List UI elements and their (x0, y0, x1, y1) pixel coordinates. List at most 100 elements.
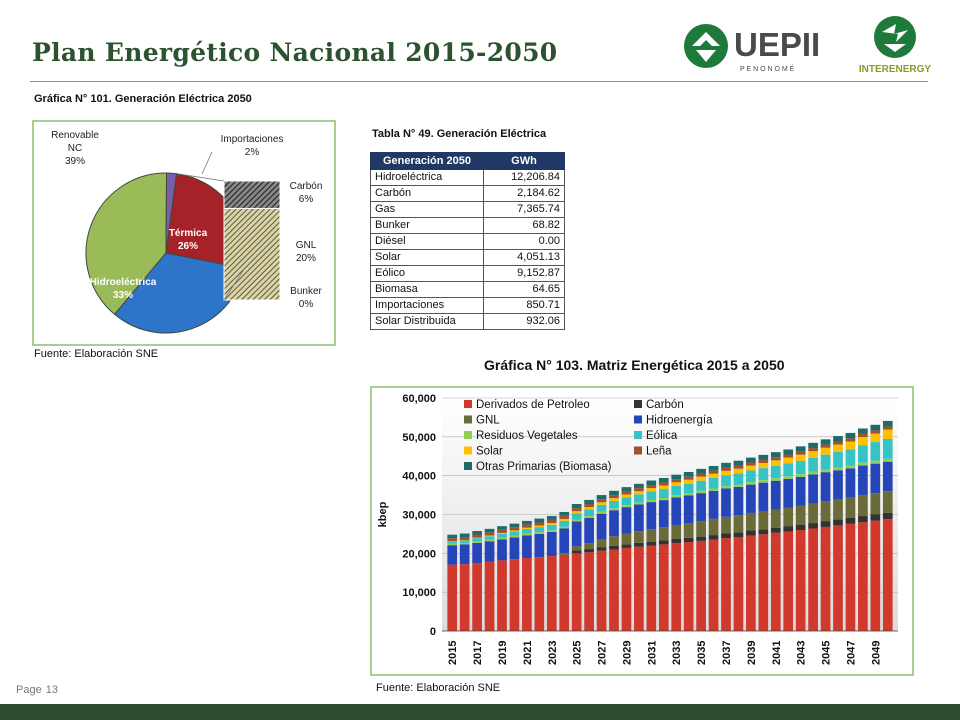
bar-segment (770, 457, 781, 461)
bar-segment (820, 454, 831, 470)
bar-segment (509, 527, 520, 531)
pie-label-carbon: Carbón 6% (289, 181, 323, 205)
bar-segment (858, 522, 868, 631)
bar-segment (621, 491, 632, 495)
bar-segment (497, 539, 507, 561)
bar-segment (459, 533, 470, 538)
bar-segment (858, 462, 868, 466)
bar-segment (571, 553, 582, 631)
x-tick-label: 2035 (696, 641, 708, 665)
bar-segment (882, 420, 893, 427)
bar-segment (733, 486, 744, 516)
bar-segment (634, 494, 644, 503)
page-number: Page 13 (16, 684, 58, 696)
stacked-bar-chart: 0 10,000 20,000 30,000 40,000 50,000 60,000 kbe… (377, 393, 898, 665)
bar-segment (484, 541, 495, 562)
bar-segment (783, 449, 794, 455)
bar-segment (820, 439, 831, 445)
bar-segment (621, 544, 632, 548)
bar-segment (472, 563, 482, 631)
bar-segment (671, 495, 682, 498)
bar-segment (559, 511, 570, 516)
bar-segment (870, 463, 881, 494)
bar-segment (820, 526, 831, 631)
bar-segment (795, 505, 806, 525)
bar-segment (447, 534, 458, 539)
breakdown-bar-gnl (223, 207, 281, 301)
bar-segment (634, 488, 644, 492)
bar-segment (708, 470, 719, 474)
bar-segment (770, 509, 781, 528)
bar-segment (808, 528, 818, 631)
x-tick-label: 2047 (845, 641, 857, 665)
bar-segment (596, 547, 607, 551)
bar-segment (546, 531, 557, 557)
bar-segment (522, 527, 532, 530)
bar-segment (596, 495, 607, 500)
bar-segment (447, 545, 458, 565)
legend-label: GNL (476, 415, 500, 427)
bar-segment (758, 534, 769, 631)
bar-segment (571, 511, 582, 514)
bar-segment (808, 474, 818, 504)
bar-segment (646, 491, 657, 500)
bar-segment (845, 497, 856, 518)
bar-segment (634, 502, 644, 505)
y-tick-label: 50,000 (402, 432, 436, 444)
bar-segment (808, 503, 818, 524)
table-row: Solar Distribuida 932.06 (370, 313, 565, 330)
bar-segment (497, 533, 507, 538)
bar-segment (733, 468, 744, 474)
bar-segment (621, 494, 632, 498)
pie-chart-panel (32, 120, 336, 346)
bar-segment (571, 521, 582, 547)
table-row: Hidroeléctrica 12,206.84 (370, 169, 565, 186)
bar-segment (708, 488, 719, 491)
bar-segment (696, 540, 706, 631)
bar-segment (708, 473, 719, 478)
bar-segment (584, 549, 594, 553)
bar-segment (447, 543, 458, 546)
bar-segment (845, 449, 856, 466)
bar-segment (858, 428, 868, 434)
bar-segment (484, 535, 495, 537)
x-tick-label: 2017 (472, 641, 484, 665)
uep-logo-text: UEPII (734, 26, 820, 63)
bar-segment (882, 426, 893, 430)
bar-segment (783, 476, 794, 479)
connector-line-top (176, 173, 225, 182)
bar-segment (534, 527, 545, 533)
bar-segment (820, 447, 831, 455)
bar-segment (870, 493, 881, 515)
pie-label-hidro: Hidroeléctrica 33% (89, 277, 157, 301)
bar-segment (621, 533, 632, 545)
bar-segment (696, 521, 706, 537)
bar-segment (609, 508, 619, 511)
bar-segment (783, 526, 794, 532)
importaciones-leader-line (201, 151, 213, 175)
bar-segment (683, 476, 694, 480)
table-cell-value: 64.65 (483, 281, 565, 298)
pie-chart (85, 151, 281, 334)
bar-segment (833, 436, 843, 442)
bar-segment (447, 541, 458, 544)
bar-segment (808, 448, 818, 452)
bar-segment (746, 530, 756, 536)
bar-segment (621, 497, 632, 506)
bar-segment (733, 460, 744, 466)
table-cell-value: 850.71 (483, 297, 565, 314)
bar-segment (758, 529, 769, 535)
table-caption: Tabla N° 49. Generación Eléctrica (372, 128, 547, 140)
bar-segment (584, 552, 594, 631)
interenergy-logo-icon (874, 16, 916, 58)
table-cell-name: Eólico (370, 265, 484, 282)
bar-segment (708, 477, 719, 489)
pie-label-renovable: Renovable NC 39% (51, 130, 99, 167)
bar-segment (833, 470, 843, 500)
bar-chart-caption: Gráfica N° 103. Matriz Energética 2015 a… (484, 357, 785, 373)
table-row: Gas 7,365.74 (370, 201, 565, 218)
bar-segment (546, 519, 557, 524)
bar-segment (646, 488, 657, 492)
bar-segment (447, 538, 458, 542)
table-cell-value: 7,365.74 (483, 201, 565, 218)
